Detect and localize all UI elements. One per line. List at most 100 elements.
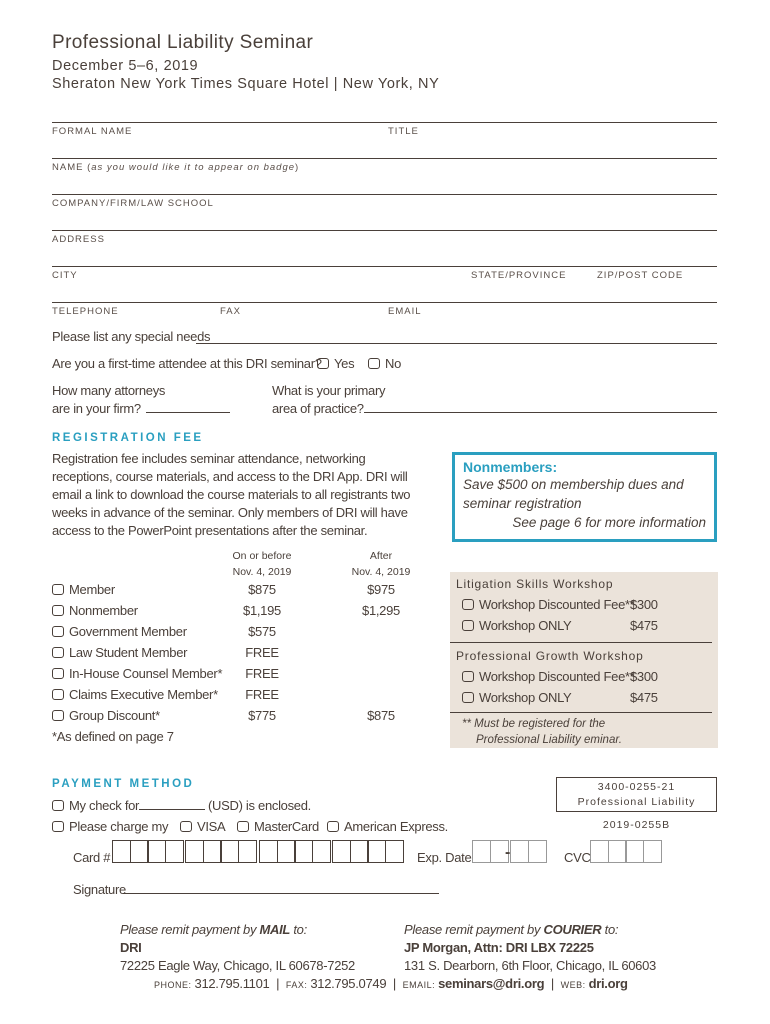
- cvc-label: CVC: [564, 850, 591, 865]
- courier-name: JP Morgan, Attn: DRI LBX 72225: [404, 940, 594, 955]
- company-label: COMPANY/FIRM/LAW SCHOOL: [52, 198, 214, 209]
- fee-option-checkbox[interactable]: Law Student Member: [52, 645, 187, 660]
- telephone-field[interactable]: [52, 302, 717, 303]
- lit-only-price: $475: [630, 618, 658, 633]
- check-checkbox[interactable]: My check for: [52, 798, 139, 813]
- nonmembers-heading: Nonmembers:: [463, 459, 558, 475]
- workshop-note: ** Must be registered for the Professiona…: [462, 718, 622, 746]
- growth-only-checkbox[interactable]: Workshop ONLY: [462, 690, 572, 705]
- exp-date-label: Exp. Date: [417, 850, 472, 865]
- card-number-group-4[interactable]: [332, 840, 405, 863]
- web-link[interactable]: dri.org: [588, 976, 628, 991]
- exp-year-field[interactable]: [510, 840, 547, 863]
- late-fee: $875: [367, 708, 395, 723]
- practice-label: What is your primary: [272, 383, 386, 398]
- payment-heading: PAYMENT METHOD: [52, 778, 195, 790]
- state-label: STATE/PROVINCE: [471, 270, 567, 281]
- city-field[interactable]: [52, 266, 717, 267]
- yes-checkbox[interactable]: Yes: [317, 356, 355, 371]
- formal-name-field[interactable]: [52, 122, 717, 123]
- exp-month-field[interactable]: [472, 840, 509, 863]
- workshops-panel: Litigation Skills Workshop Workshop Disc…: [450, 572, 718, 748]
- card-number-group-3[interactable]: [259, 840, 332, 863]
- late-fee: $1,295: [362, 603, 400, 618]
- card-number-label: Card #: [73, 850, 111, 865]
- lit-discounted-checkbox[interactable]: Workshop Discounted Fee**: [462, 597, 635, 612]
- company-field[interactable]: [52, 194, 717, 195]
- early-fee: $875: [248, 582, 276, 597]
- practice-field[interactable]: [364, 412, 717, 413]
- divider: [450, 712, 712, 713]
- page-title: Professional Liability Seminar: [52, 32, 314, 53]
- contact-line: PHONE: 312.795.1101 | FAX: 312.795.0749 …: [154, 976, 628, 991]
- registration-description: Registration fee includes seminar attend…: [52, 451, 411, 538]
- fee-option-checkbox[interactable]: Member: [52, 582, 115, 597]
- visa-checkbox[interactable]: VISA: [180, 819, 226, 834]
- fee-option-checkbox[interactable]: Government Member: [52, 624, 187, 639]
- address-label: ADDRESS: [52, 234, 105, 245]
- seminar-venue: Sheraton New York Times Square Hotel | N…: [52, 76, 440, 92]
- early-fee: FREE: [245, 666, 279, 681]
- nonmembers-text-2: seminar registration: [463, 496, 582, 511]
- email-label: EMAIL: [388, 306, 422, 317]
- seminar-code-box: 3400-0255-21 Professional Liability: [556, 777, 717, 812]
- fee-option-checkbox[interactable]: Claims Executive Member*: [52, 687, 218, 702]
- exp-separator: -: [505, 844, 511, 861]
- fee-option-checkbox[interactable]: In-House Counsel Member*: [52, 666, 223, 681]
- fee-footnote: *As defined on page 7: [52, 729, 174, 744]
- early-fee: $1,195: [243, 603, 281, 618]
- check-amount-field[interactable]: [139, 809, 205, 810]
- courier-remit-heading: Please remit payment by COURIER to:: [404, 922, 619, 937]
- first-time-label: Are you a first-time attendee at this DR…: [52, 356, 322, 371]
- see-page-6-link[interactable]: See page 6 for more information: [512, 515, 706, 530]
- card-number-group-1[interactable]: [112, 840, 185, 863]
- fee-option-checkbox[interactable]: Nonmember: [52, 603, 138, 618]
- nonmembers-callout: Nonmembers: Save $500 on membership dues…: [452, 452, 717, 542]
- early-fee: $775: [248, 708, 276, 723]
- mail-remit-heading: Please remit payment by MAIL to:: [120, 922, 307, 937]
- badge-name-label: NAME (as you would like it to appear on …: [52, 162, 300, 173]
- lit-only-checkbox[interactable]: Workshop ONLY: [462, 618, 572, 633]
- growth-discounted-checkbox[interactable]: Workshop Discounted Fee**: [462, 669, 635, 684]
- cvc-field[interactable]: [590, 840, 663, 863]
- charge-checkbox[interactable]: Please charge my: [52, 819, 169, 834]
- late-column-header: After Nov. 4, 2019: [351, 550, 411, 578]
- divider: [450, 642, 712, 643]
- lit-discounted-price: $300: [630, 597, 658, 612]
- signature-label: Signature: [73, 882, 126, 897]
- no-checkbox[interactable]: No: [368, 356, 401, 371]
- telephone-label: TELEPHONE: [52, 306, 119, 317]
- badge-name-field[interactable]: [52, 158, 717, 159]
- card-number-group-2[interactable]: [185, 840, 258, 863]
- nonmembers-text: Save $500 on membership dues and: [463, 477, 684, 492]
- courier-address: 131 S. Dearborn, 6th Floor, Chicago, IL …: [404, 958, 656, 973]
- early-fee: $575: [248, 624, 276, 639]
- zip-label: ZIP/POST CODE: [597, 270, 684, 281]
- litigation-workshop-title: Litigation Skills Workshop: [456, 577, 614, 591]
- growth-only-price: $475: [630, 690, 658, 705]
- late-fee: $975: [367, 582, 395, 597]
- amex-checkbox[interactable]: American Express.: [327, 819, 448, 834]
- signature-field[interactable]: [123, 893, 439, 894]
- attorneys-label: How many attorneys: [52, 383, 166, 398]
- check-suffix: (USD) is enclosed.: [208, 798, 311, 813]
- email-link[interactable]: seminars@dri.org: [438, 976, 545, 991]
- special-needs-field[interactable]: [196, 343, 717, 344]
- formal-name-label: FORMAL NAME: [52, 126, 133, 137]
- event-code: 2019-0255B: [602, 819, 671, 831]
- mail-address: 72225 Eagle Way, Chicago, IL 60678-7252: [120, 958, 355, 973]
- early-fee: FREE: [245, 645, 279, 660]
- title-label: TITLE: [388, 126, 419, 137]
- address-field[interactable]: [52, 230, 717, 231]
- attorneys-label-2: are in your firm?: [52, 401, 141, 416]
- city-label: CITY: [52, 270, 78, 281]
- early-column-header: On or before Nov. 4, 2019: [232, 550, 292, 578]
- attorneys-field[interactable]: [146, 412, 230, 413]
- fax-label: FAX: [220, 306, 241, 317]
- registration-heading: REGISTRATION FEE: [52, 432, 204, 444]
- mail-name: DRI: [120, 940, 142, 955]
- special-needs-label: Please list any special needs: [52, 329, 211, 344]
- mastercard-checkbox[interactable]: MasterCard: [237, 819, 319, 834]
- fee-option-checkbox[interactable]: Group Discount*: [52, 708, 160, 723]
- seminar-date: December 5–6, 2019: [52, 58, 199, 74]
